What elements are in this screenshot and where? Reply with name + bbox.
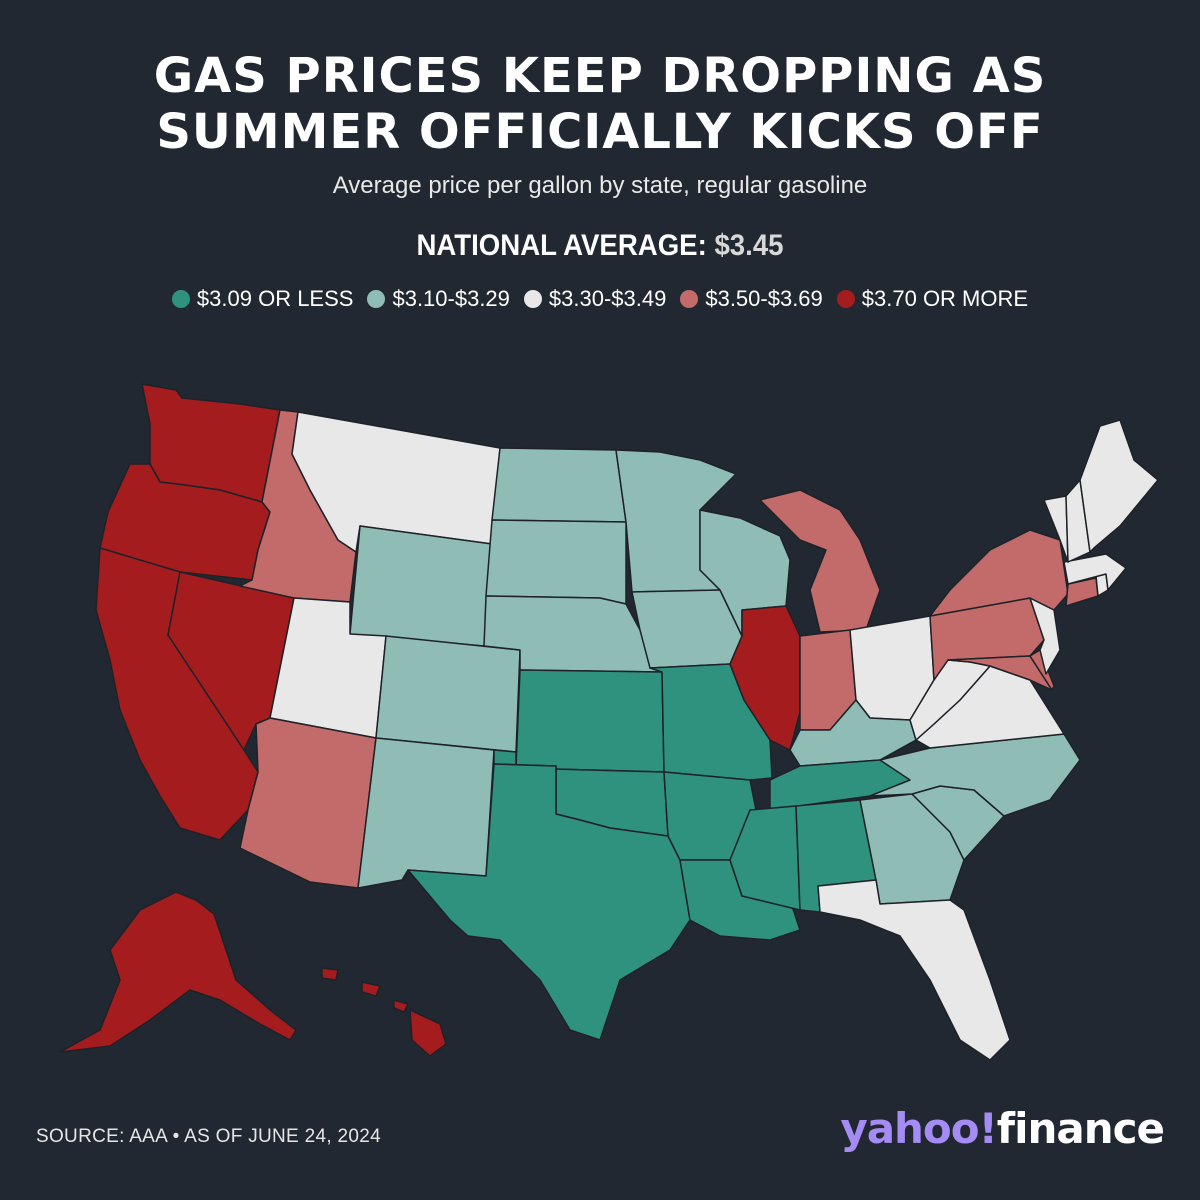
legend-swatch xyxy=(171,290,190,308)
state-hi xyxy=(321,967,447,1057)
legend-label: $3.10-$3.29 xyxy=(392,286,510,311)
legend-label: $3.09 OR LESS xyxy=(196,286,354,311)
legend-label: $3.70 OR MORE xyxy=(861,286,1029,311)
title-line-2: SUMMER OFFICIALLY KICKS OFF xyxy=(156,104,1044,160)
state-tx xyxy=(407,763,691,1041)
state-sd xyxy=(485,519,627,605)
brand-finance: finance xyxy=(996,1104,1165,1153)
state-ms xyxy=(729,805,801,911)
national-average-label: NATIONAL AVERAGE: xyxy=(416,229,707,262)
legend-swatch xyxy=(680,290,699,308)
legend-item: $3.50-$3.69 xyxy=(680,286,823,312)
chart-title: GAS PRICES KEEP DROPPING AS SUMMER OFFIC… xyxy=(0,48,1200,160)
state-fl xyxy=(817,879,1011,1061)
state-nd xyxy=(491,447,627,523)
title-line-1: GAS PRICES KEEP DROPPING AS xyxy=(153,48,1047,104)
state-il xyxy=(729,605,801,751)
legend-swatch xyxy=(523,290,542,308)
state-nm xyxy=(357,737,495,889)
legend: $3.09 OR LESS $3.10-$3.29 $3.30-$3.49 $3.50… xyxy=(0,286,1200,312)
legend-item: $3.09 OR LESS xyxy=(171,286,354,312)
source-note: SOURCE: AAA • AS OF JUNE 24, 2024 xyxy=(36,1126,381,1147)
legend-swatch xyxy=(367,290,386,308)
national-average-value: $3.45 xyxy=(714,229,784,262)
state-ks xyxy=(515,669,665,773)
state-wy xyxy=(349,525,493,647)
state-az xyxy=(239,717,377,889)
state-de xyxy=(1029,649,1055,691)
legend-item: $3.10-$3.29 xyxy=(367,286,510,312)
national-average: NATIONAL AVERAGE: $3.45 xyxy=(48,229,1152,263)
state-ak xyxy=(59,891,297,1053)
chart-subtitle: Average price per gallon by state, regul… xyxy=(332,172,868,199)
legend-swatch xyxy=(836,290,855,308)
state-co xyxy=(375,635,521,753)
yahoo-finance-logo: yahoo!finance xyxy=(840,1104,1165,1153)
legend-item: $3.30-$3.49 xyxy=(523,286,667,312)
legend-item: $3.70 OR MORE xyxy=(836,286,1029,312)
state-ma xyxy=(1063,553,1127,591)
state-me xyxy=(1079,419,1159,553)
legend-label: $3.50-$3.69 xyxy=(705,286,823,311)
brand-yahoo: yahoo! xyxy=(840,1104,997,1153)
us-state-map xyxy=(0,340,1200,1100)
state-ny xyxy=(929,529,1069,617)
legend-label: $3.30-$3.49 xyxy=(548,286,667,311)
